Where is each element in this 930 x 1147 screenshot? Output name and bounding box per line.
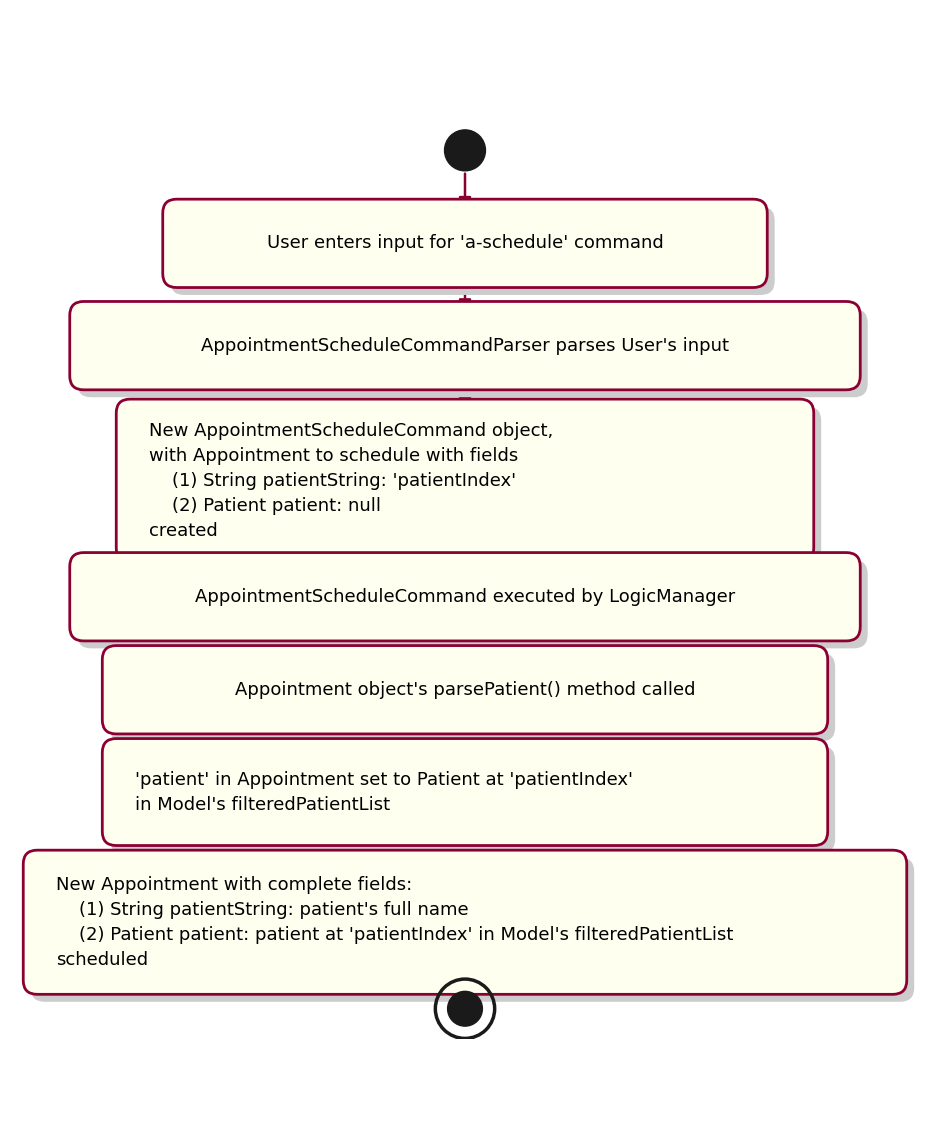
FancyBboxPatch shape bbox=[77, 560, 868, 648]
FancyBboxPatch shape bbox=[110, 746, 835, 853]
Text: User enters input for 'a-schedule' command: User enters input for 'a-schedule' comma… bbox=[267, 234, 663, 252]
Text: New Appointment with complete fields:
    (1) String patientString: patient's fu: New Appointment with complete fields: (1… bbox=[56, 876, 733, 969]
FancyBboxPatch shape bbox=[70, 553, 860, 641]
Text: 'patient' in Appointment set to Patient at 'patientIndex'
in Model's filteredPat: 'patient' in Appointment set to Patient … bbox=[135, 771, 632, 813]
Circle shape bbox=[447, 991, 483, 1027]
Text: Appointment object's parsePatient() method called: Appointment object's parsePatient() meth… bbox=[234, 681, 696, 699]
FancyBboxPatch shape bbox=[31, 858, 914, 1001]
Text: New AppointmentScheduleCommand object,
with Appointment to schedule with fields
: New AppointmentScheduleCommand object, w… bbox=[149, 421, 553, 539]
FancyBboxPatch shape bbox=[110, 653, 835, 741]
Text: AppointmentScheduleCommandParser parses User's input: AppointmentScheduleCommandParser parses … bbox=[201, 337, 729, 354]
Circle shape bbox=[445, 130, 485, 171]
FancyBboxPatch shape bbox=[170, 206, 775, 295]
FancyBboxPatch shape bbox=[102, 739, 828, 845]
FancyBboxPatch shape bbox=[23, 850, 907, 994]
FancyBboxPatch shape bbox=[77, 309, 868, 397]
FancyBboxPatch shape bbox=[163, 200, 767, 288]
FancyBboxPatch shape bbox=[116, 399, 814, 562]
FancyBboxPatch shape bbox=[102, 646, 828, 734]
Text: AppointmentScheduleCommand executed by LogicManager: AppointmentScheduleCommand executed by L… bbox=[195, 587, 735, 606]
FancyBboxPatch shape bbox=[70, 302, 860, 390]
FancyBboxPatch shape bbox=[124, 406, 821, 569]
